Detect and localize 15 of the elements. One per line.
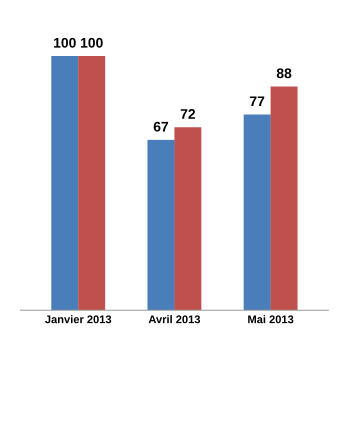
data-label: 67 [154,122,168,132]
x-tick-label: Janvier 2013 [45,315,112,324]
data-label: 100 [80,38,103,48]
x-tick-label: Mai 2013 [248,315,294,324]
bar [78,56,106,310]
bar [270,86,298,310]
bar [51,56,78,310]
data-label: 88 [276,68,292,78]
data-label: 100 [54,38,76,48]
bar [244,114,271,310]
data-label: 72 [180,109,196,119]
x-tick-label: Avril 2013 [148,315,200,324]
bar [174,127,202,310]
data-label: 77 [250,96,264,106]
bar [147,140,174,310]
